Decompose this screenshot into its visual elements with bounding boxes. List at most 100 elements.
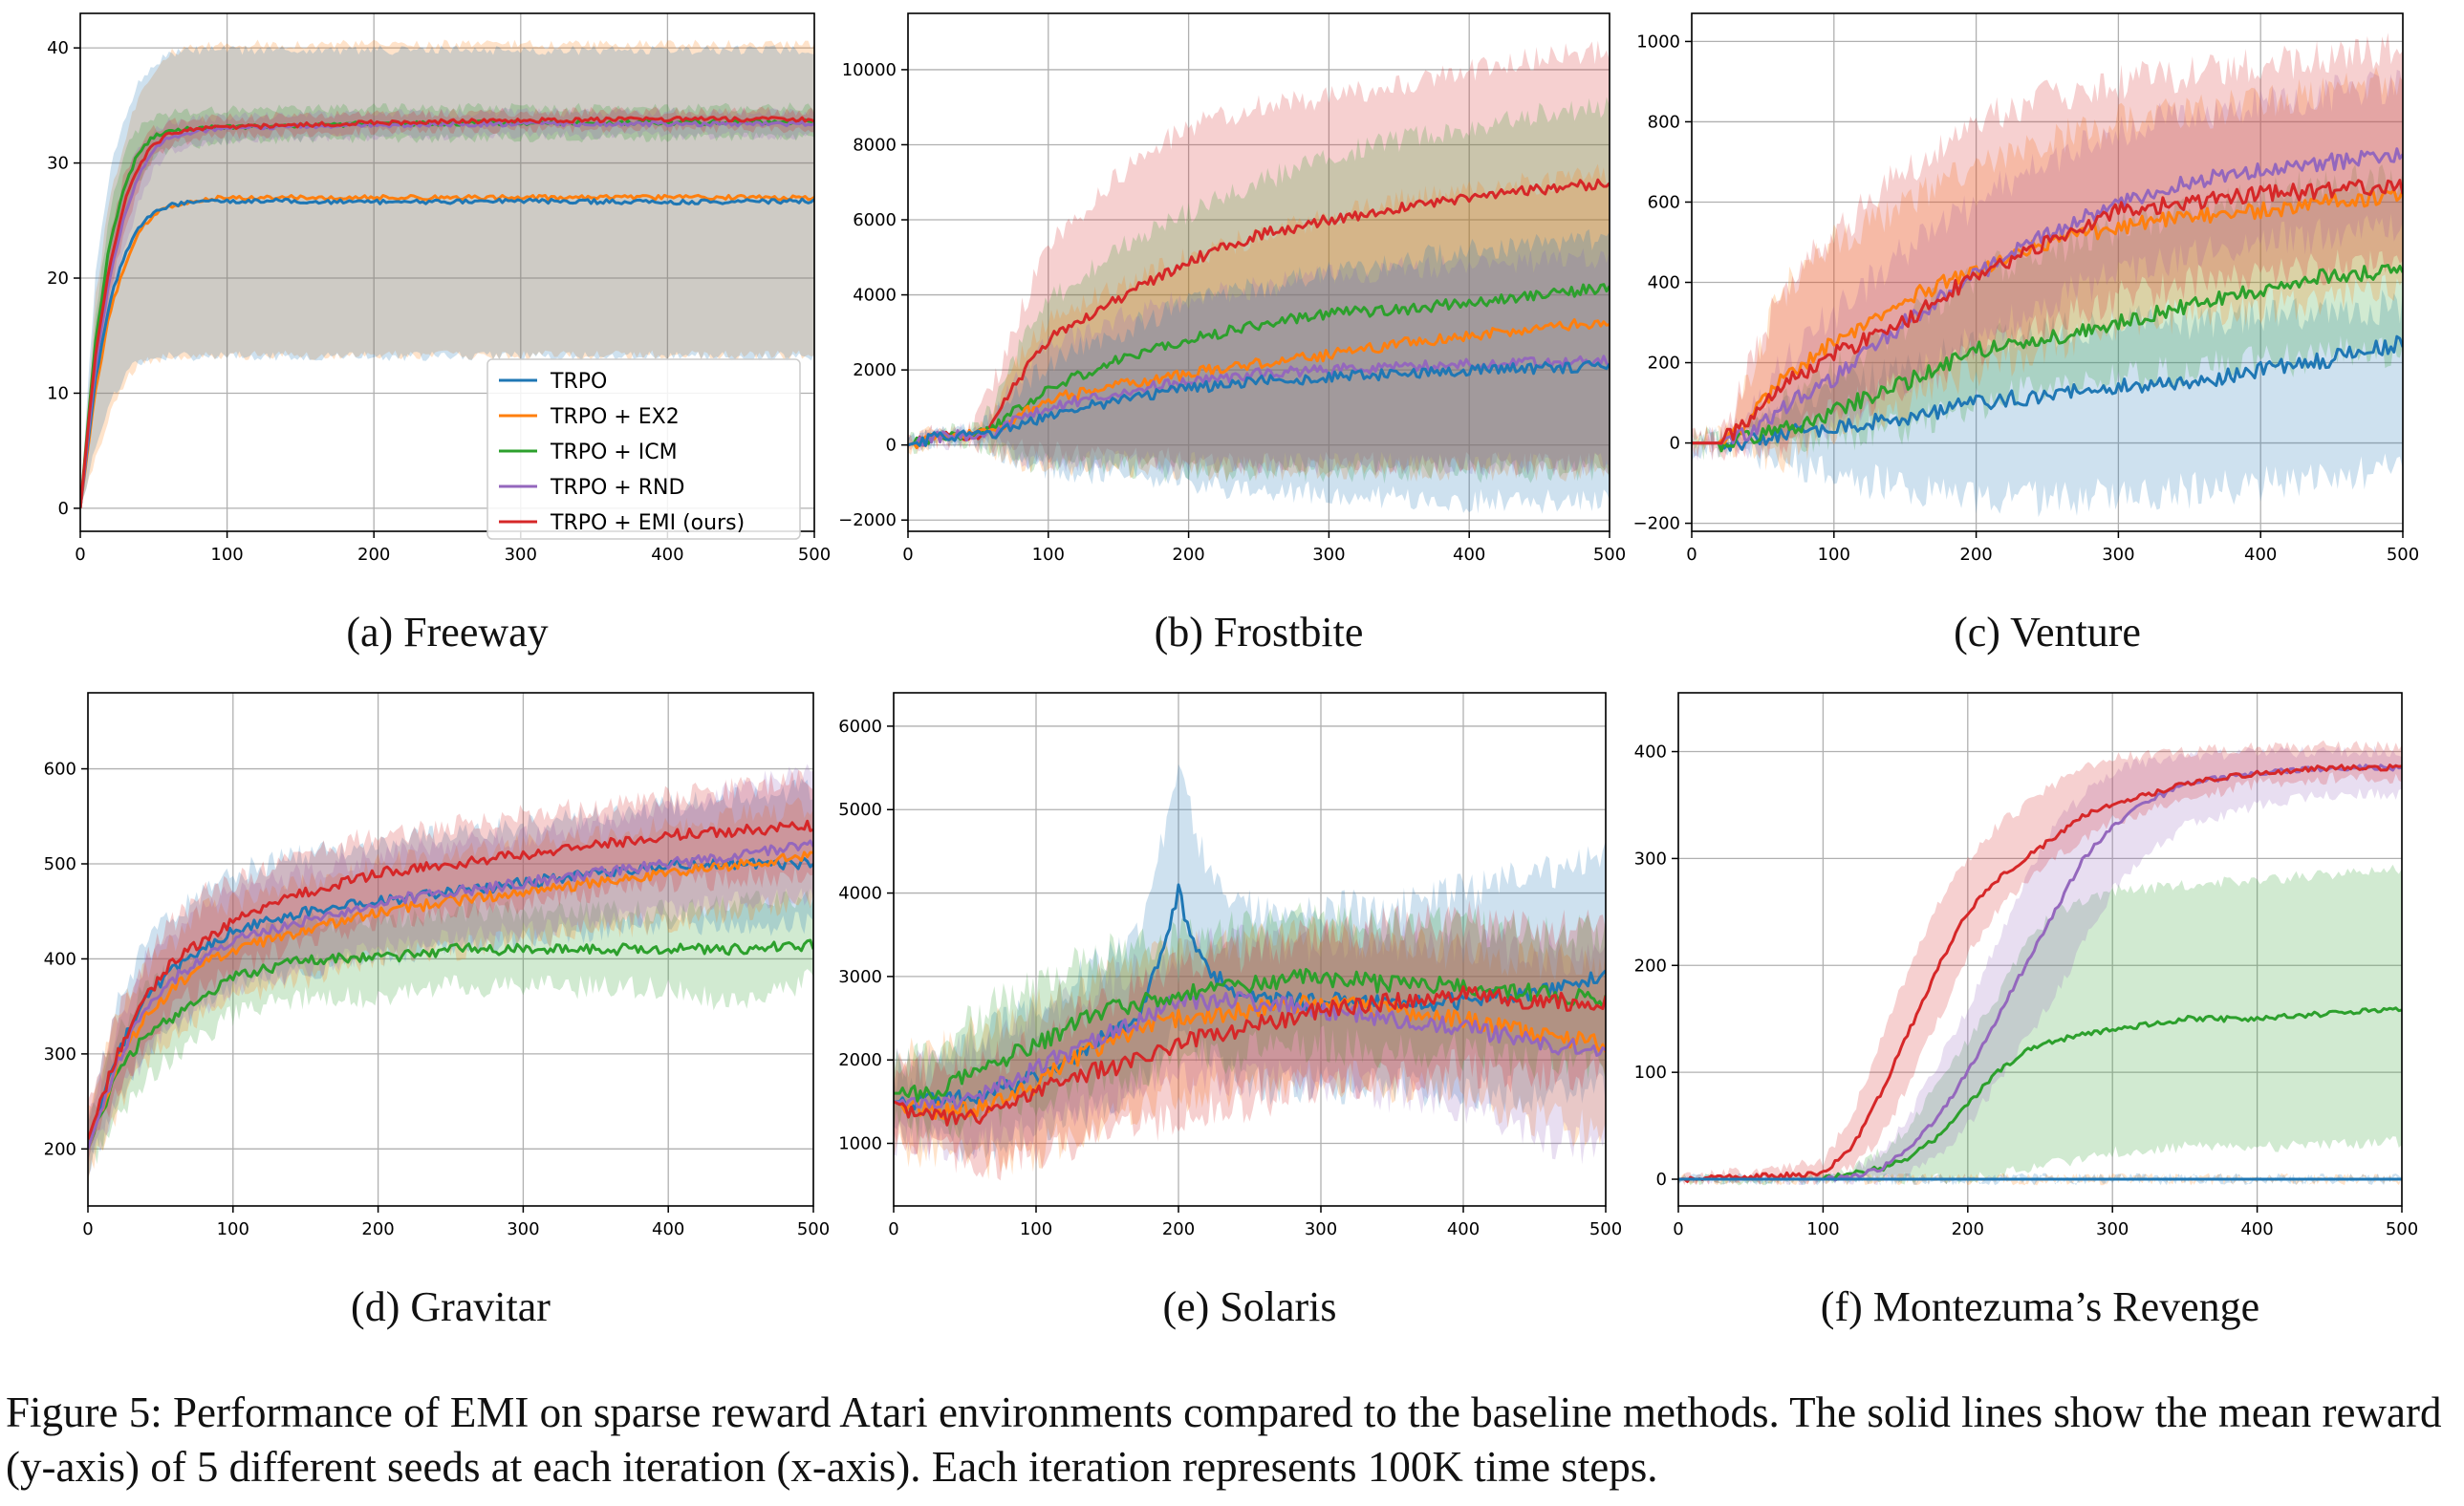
y-tick-label: 1000 [1636, 32, 1680, 52]
x-tick-label: 0 [1686, 545, 1697, 565]
x-tick-label: 200 [357, 545, 390, 565]
legend-label-trpo: TRPO [550, 370, 607, 394]
subcaption-d: (d) Gravitar [351, 1283, 551, 1330]
line-trpo-emi-ours [908, 178, 1610, 447]
panel-5: 0 100 200 300 400 500 1000 2000 3000 4000 5000 6000 [838, 692, 1622, 1239]
axes-frame [1691, 12, 2404, 532]
band-trpo-icm [88, 890, 813, 1178]
y-tick-label: 8000 [853, 135, 897, 155]
x-tick-label: 400 [652, 1219, 684, 1239]
y-tick-label: 200 [1648, 354, 1680, 374]
x-tick-label: 0 [82, 1219, 93, 1239]
y-tick-label: 2000 [838, 1050, 882, 1070]
y-tick-label: 40 [47, 38, 69, 58]
y-tick-label: 10000 [842, 60, 897, 80]
line-trpo-ex2 [894, 994, 1606, 1121]
plot-area [80, 39, 814, 512]
line-trpo [908, 359, 1610, 447]
x-tick-label: 400 [2244, 545, 2277, 565]
band-trpo-ex2 [908, 163, 1610, 483]
y-tick-label: −2000 [838, 510, 897, 530]
line-trpo [1692, 334, 2403, 452]
band-trpo-ex2 [88, 797, 813, 1190]
x-tick-label: 200 [1162, 1219, 1195, 1239]
band-trpo [1692, 290, 2403, 518]
y-tick-label: 600 [44, 760, 76, 780]
x-tick-label: 100 [210, 545, 243, 565]
x-tick-label: 500 [798, 545, 831, 565]
y-tick-label: 5000 [838, 800, 882, 820]
y-tick-label: 300 [44, 1044, 76, 1065]
band-trpo-emi-ours [80, 106, 814, 508]
x-tick-label: 500 [2386, 1219, 2418, 1239]
x-tick-label: 200 [1959, 545, 1992, 565]
x-tick-label: 300 [1312, 545, 1345, 565]
line-trpo-emi-ours [80, 116, 814, 509]
x-tick-label: 500 [2387, 545, 2419, 565]
y-tick-label: 400 [44, 949, 76, 969]
line-trpo [80, 197, 814, 509]
y-tick-label: 1000 [838, 1134, 882, 1154]
y-tick-label: 400 [1648, 273, 1680, 293]
x-tick-label: 0 [902, 545, 913, 565]
line-trpo-emi-ours [88, 819, 813, 1140]
y-tick-label: 300 [1634, 849, 1667, 869]
y-tick-label: 200 [44, 1139, 76, 1159]
figure-caption: Figure 5: Performance of EMI on sparse r… [6, 1388, 2442, 1491]
panel-4: 0 100 200 300 400 500 200 300 400 500 600 [44, 692, 830, 1239]
x-tick-label: 100 [1818, 545, 1850, 565]
band-trpo-ex2 [1692, 67, 2403, 474]
y-tick-label: 0 [58, 499, 69, 519]
y-tick-label: −200 [1633, 514, 1680, 534]
y-tick-label: 3000 [838, 967, 882, 987]
band-trpo-rnd [1692, 70, 2403, 462]
line-trpo-emi-ours [894, 985, 1606, 1127]
y-tick-label: 0 [1670, 434, 1680, 454]
x-tick-label: 500 [797, 1219, 830, 1239]
x-tick-label: 400 [651, 545, 683, 565]
panel-2: 0 100 200 300 400 500−20000200040006000800010… [838, 12, 1626, 565]
y-tick-label: 2000 [853, 360, 897, 380]
x-tick-label: 0 [75, 545, 85, 565]
legend: TRPO TRPO + EX2 TRPO + ICM TRPO + RND TRPO +… [486, 358, 801, 540]
y-tick-label: 500 [44, 854, 76, 874]
axes-frame [1677, 692, 2403, 1207]
band-trpo [80, 45, 814, 511]
plot-area [88, 764, 813, 1190]
y-tick-label: 20 [47, 269, 69, 289]
subcaption-f: (f) Montezuma’s Revenge [1820, 1283, 2260, 1330]
y-tick-label: 4000 [838, 884, 882, 904]
x-tick-label: 100 [1020, 1219, 1052, 1239]
legend-label-trpo-icm: TRPO + ICM [550, 441, 678, 464]
y-tick-label: 4000 [853, 286, 897, 306]
axes-frame [893, 692, 1607, 1207]
line-trpo-rnd [88, 839, 813, 1150]
line-trpo-rnd [908, 355, 1610, 447]
line-trpo-icm [1692, 264, 2403, 453]
x-tick-label: 400 [2240, 1219, 2273, 1239]
axes-frame [79, 12, 815, 532]
axes-frame [907, 12, 1610, 532]
line-trpo-emi-ours [1692, 179, 2403, 445]
band-trpo-icm [1692, 163, 2403, 461]
x-tick-label: 500 [1589, 1219, 1622, 1239]
x-tick-label: 300 [505, 545, 537, 565]
line-trpo-ex2 [1692, 188, 2403, 445]
y-tick-label: 400 [1634, 742, 1667, 763]
x-tick-label: 300 [2102, 545, 2134, 565]
line-trpo-ex2 [88, 850, 813, 1150]
subcaption-a: (a) Freeway [346, 609, 549, 656]
x-tick-label: 300 [507, 1219, 539, 1239]
line-trpo-rnd [894, 991, 1606, 1110]
x-tick-label: 300 [1305, 1219, 1337, 1239]
subcaption-c: (c) Venture [1954, 609, 2141, 656]
band-trpo-rnd [894, 922, 1606, 1165]
plot-area [908, 40, 1610, 514]
axes-frame [87, 692, 814, 1207]
band-trpo-emi-ours [1678, 740, 2402, 1186]
line-trpo-icm [894, 967, 1606, 1103]
line-trpo-icm [88, 938, 813, 1150]
